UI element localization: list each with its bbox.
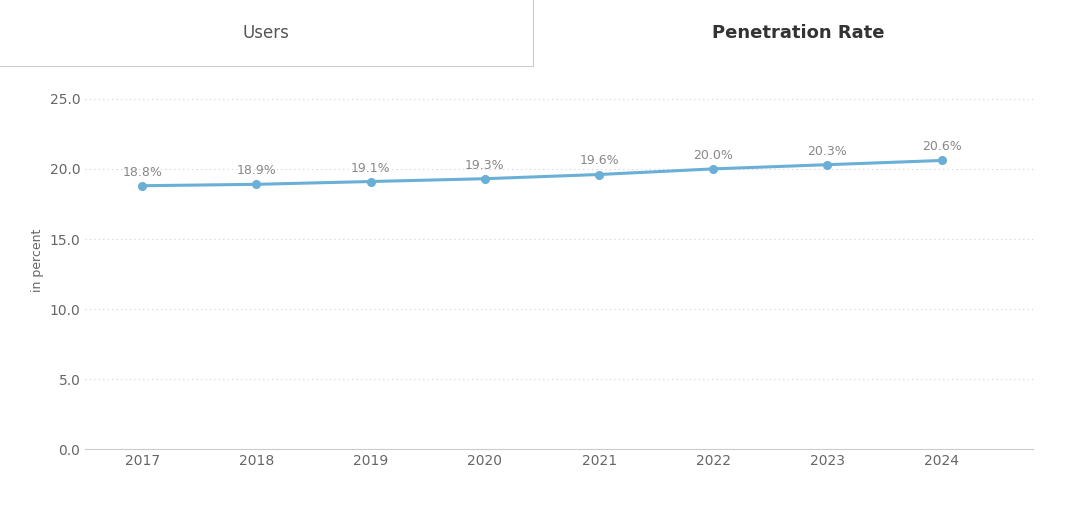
Text: 20.0%: 20.0% xyxy=(693,149,733,162)
Text: Users: Users xyxy=(243,24,290,42)
Text: 20.6%: 20.6% xyxy=(922,140,962,154)
Text: 19.3%: 19.3% xyxy=(465,159,505,172)
Text: 19.1%: 19.1% xyxy=(350,162,391,175)
Text: 19.6%: 19.6% xyxy=(579,155,619,168)
Text: 18.9%: 18.9% xyxy=(236,164,277,177)
Y-axis label: in percent: in percent xyxy=(31,228,44,292)
Text: 20.3%: 20.3% xyxy=(807,144,848,158)
Text: Penetration Rate: Penetration Rate xyxy=(712,24,885,42)
Text: 18.8%: 18.8% xyxy=(122,166,162,179)
